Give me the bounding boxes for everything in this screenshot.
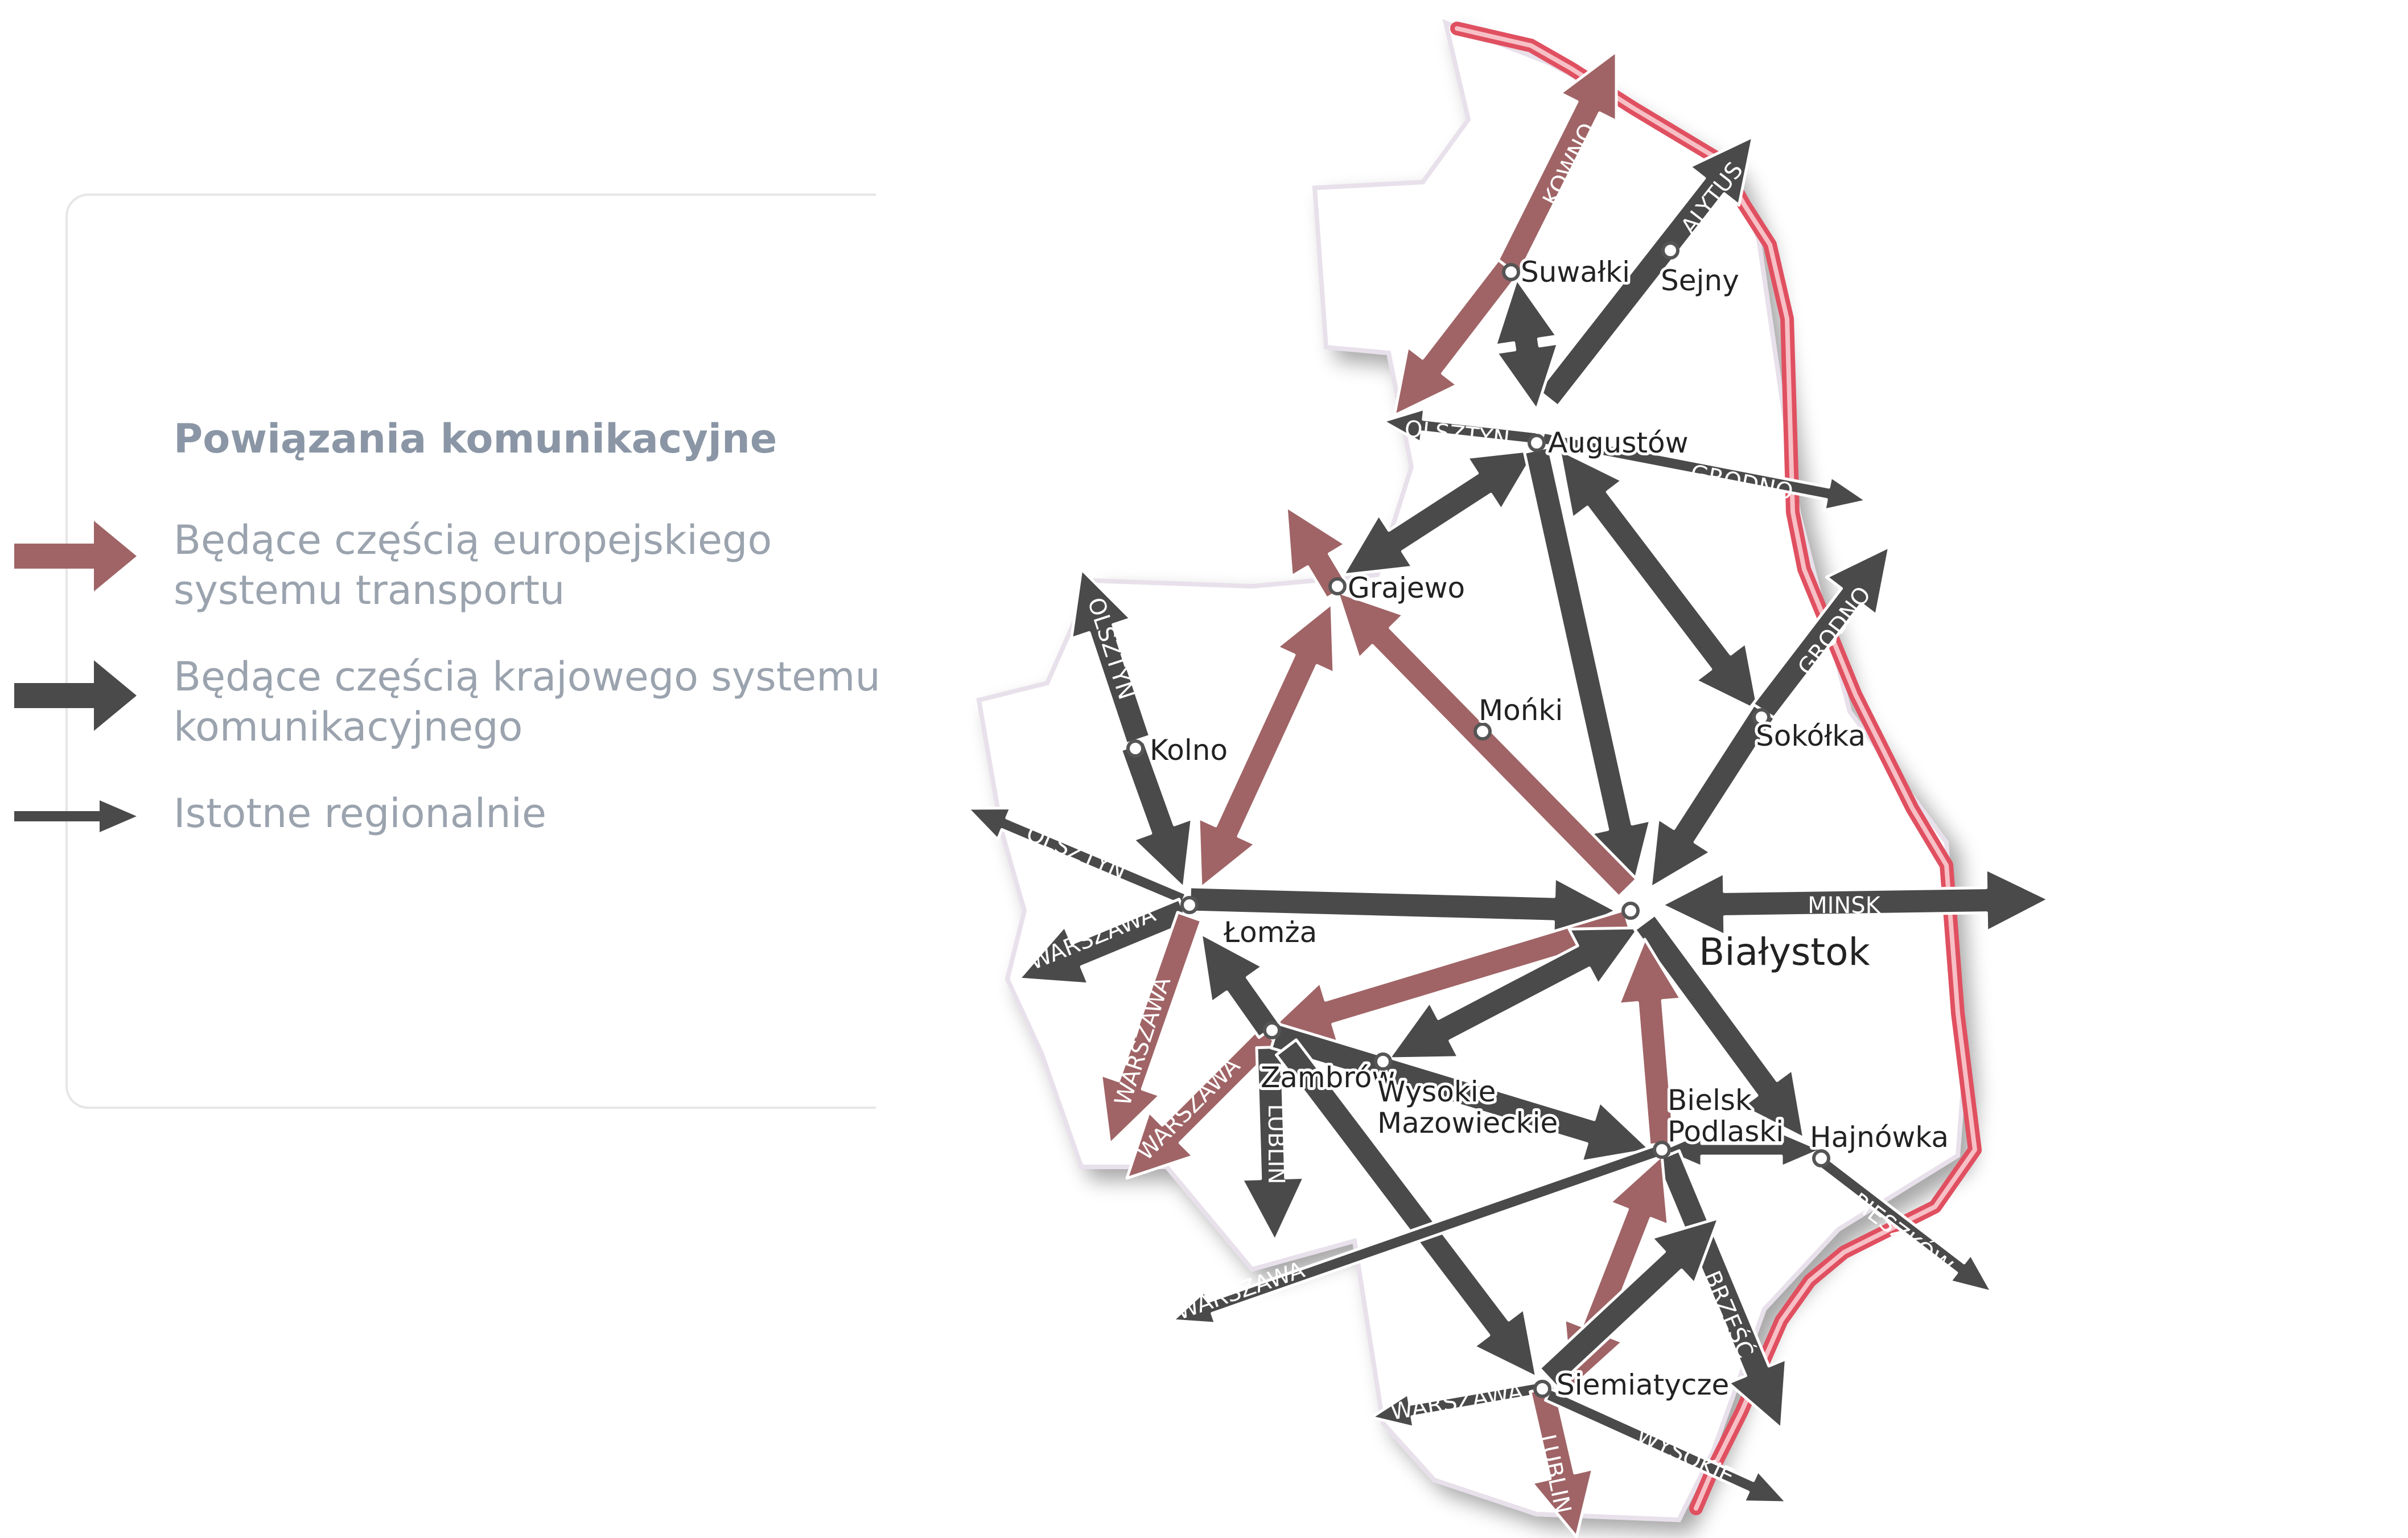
city-label-wysokie: Mazowieckie [1377, 1107, 1558, 1140]
city-label-augustow: Augustów [1548, 426, 1688, 459]
city-dot-suwalki [1502, 263, 1520, 281]
arrow-augustow-bialystok [1523, 445, 1652, 890]
legend-european-arrow [14, 521, 137, 591]
city-label-bielsk: Podlaski [1668, 1115, 1784, 1148]
arrow-bialystok-hajnowka [1633, 913, 1806, 1140]
city-label-suwalki: Suwałki [1521, 256, 1630, 289]
arrow-zambrow-lomza [1199, 932, 1281, 1039]
city-label-bialystok: Białystok [1699, 930, 1871, 974]
city-dot-bialystok [1621, 902, 1640, 920]
arrow-lomza-warszawa-eu [1099, 911, 1203, 1146]
legend-national-label: Będące częścią krajowego systemu komunik… [174, 653, 880, 750]
city-label-sejny: Sejny [1661, 264, 1739, 297]
arrow-zambrow-bielsk [1270, 1022, 1652, 1163]
legend-frame [65, 194, 876, 1109]
city-label-sokolka: Sokółka [1756, 719, 1866, 752]
arrow-kolno-olsztyn [1070, 568, 1152, 746]
city-dot-zambrow [1263, 1021, 1281, 1039]
arrow-siemiatycze-bielsk [1538, 1216, 1720, 1388]
arrow-zambrow-siemiatycze [1275, 1038, 1538, 1379]
city-label-kolno: Kolno [1150, 734, 1228, 767]
arrow-kolno-lomza [1119, 740, 1193, 890]
arrow-lomza-olsztyn [966, 807, 1188, 907]
arrow-hajnowka-pieszkow [1816, 1154, 1994, 1294]
city-dot-kolno [1126, 739, 1145, 758]
arrow-bielsk-bialystok [1617, 937, 1683, 1147]
legend-national-arrow [14, 660, 137, 731]
direction-label-minsk: MINSK [1808, 893, 1882, 919]
arrow-bialystok-grajewo [1336, 590, 1639, 898]
city-dot-grajewo [1328, 577, 1347, 595]
city-dot-siemiatycze [1533, 1380, 1551, 1398]
city-dot-monki [1473, 722, 1492, 741]
city-label-zambrow: Zambrów [1261, 1061, 1395, 1094]
city-label-lomza: Łomża [1223, 916, 1317, 949]
arrow-siemiatycze-warszawa [1370, 1381, 1540, 1429]
city-label-siemiatycze: Siemiatycze [1557, 1368, 1729, 1401]
direction-label-lublin_1: LUBLIN [1263, 1104, 1289, 1184]
arrow-bielsk-warszawa [1171, 1142, 1666, 1325]
city-label-bielsk: Bielsk [1668, 1084, 1752, 1117]
arrow-grajewo-kowno [1285, 505, 1350, 600]
city-dot-lomza [1180, 896, 1199, 914]
legend-title: Powiązania komunikacyjne [174, 416, 777, 462]
city-label-hajnowka: Hajnówka [1810, 1121, 1949, 1154]
arrow-lomza-bialystok [1187, 876, 1618, 942]
arrow-sokolka-grodno [1747, 545, 1891, 726]
arrow-augustow-olsztyn [1381, 407, 1539, 446]
arrow-zambrow-lublin [1240, 1045, 1306, 1243]
legend-regional-label: Istotne regionalnie [174, 790, 547, 837]
city-dot-augustow [1528, 434, 1546, 452]
city-label-monki: Mońki [1479, 694, 1563, 727]
city-label-grajewo: Grajewo [1348, 571, 1465, 604]
arrow-sokolka-bialystok [1649, 703, 1776, 890]
direction-label-warszawa_4: WARSZAWA [1173, 1257, 1308, 1325]
arrow-augustow-grodno [1540, 430, 1868, 512]
legend-european-label: Będące częścią europejskiego systemu tra… [174, 517, 772, 614]
arrow-siemiatycze-wysokie [1544, 1387, 1789, 1504]
city-dot-hajnowka [1812, 1149, 1830, 1167]
arrow-bielsk-brzesc [1654, 1149, 1788, 1430]
arrow-bialystok-minsk [1660, 867, 2051, 937]
city-label-wysokie: Wysokie [1377, 1075, 1496, 1108]
arrow-suwalki-olsztyn [1393, 258, 1520, 417]
city-dot-sokolka [1752, 708, 1771, 726]
legend-regional-arrow [14, 800, 137, 832]
city-dot-wysokie [1374, 1052, 1392, 1071]
arrow-suwalki-kowno [1495, 50, 1618, 275]
city-dot-sejny [1661, 241, 1680, 260]
arrow-suwalki-augustow [1493, 277, 1560, 412]
arrow-augustow-alytus [1537, 135, 1755, 408]
city-dot-bielsk [1653, 1141, 1671, 1159]
